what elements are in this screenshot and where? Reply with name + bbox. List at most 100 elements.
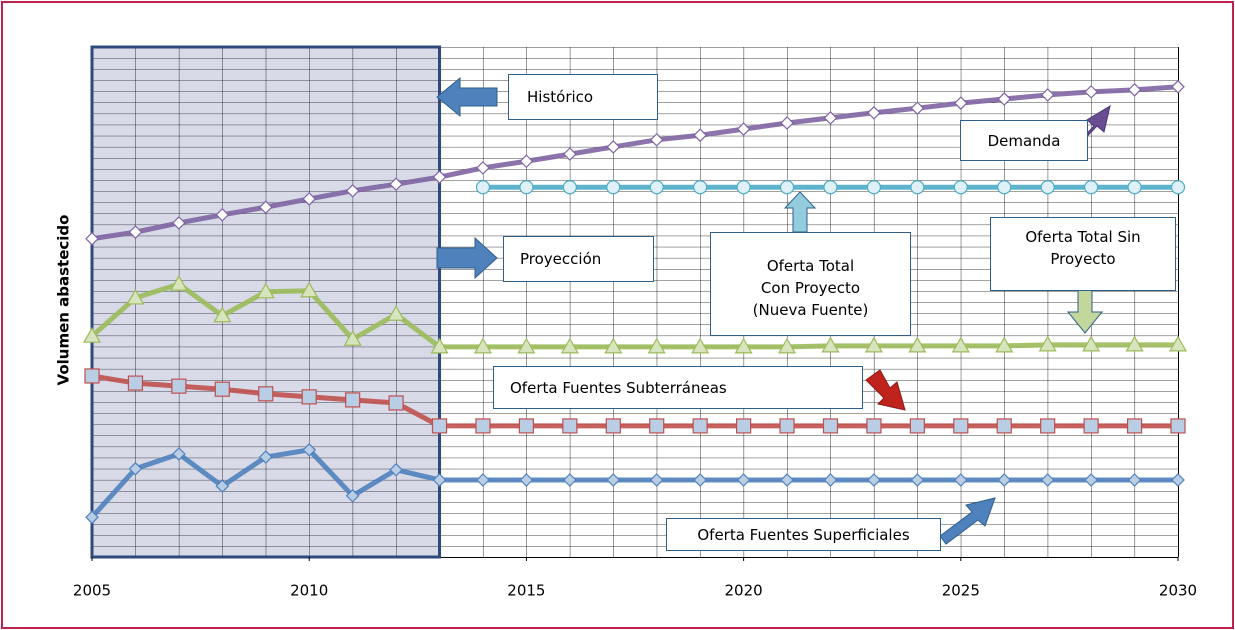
marker [1082,335,1101,352]
marker [431,418,448,434]
marker [866,180,882,195]
legend-label: Oferta Fuentes Superficiales [666,518,941,551]
marker [343,330,362,346]
annotation: Histórico [508,74,658,120]
marker [779,180,795,195]
marker [908,336,927,353]
marker [1040,473,1055,487]
marker [1083,418,1099,434]
marker [605,418,621,434]
marker [693,180,708,195]
marker [867,105,881,120]
marker [476,161,490,175]
marker [256,282,275,299]
marker [473,337,492,354]
marker [1040,418,1056,434]
marker [345,392,361,408]
marker [953,180,968,195]
marker [780,473,794,487]
marker [997,180,1012,195]
marker [430,337,449,354]
marker [1168,335,1188,352]
marker [389,177,403,192]
marker [476,473,490,487]
marker [910,180,925,195]
marker [692,418,708,434]
marker [823,473,838,487]
marker [127,375,144,391]
marker [606,180,621,195]
y-axis-label: Volumen abastecido [55,215,73,386]
series-line [90,281,1178,350]
marker [997,473,1012,487]
marker [734,337,753,354]
marker [1084,473,1098,487]
marker [606,140,621,154]
marker [345,488,360,503]
marker [867,473,881,487]
marker [735,418,752,434]
marker [519,473,534,487]
annotation: Proyección [503,236,654,282]
marker [997,92,1012,106]
marker [1084,85,1098,99]
marker [780,116,794,130]
marker [996,418,1012,434]
grid-edge [1178,47,1179,557]
marker [302,443,317,457]
marker [1040,180,1055,195]
marker [649,418,665,434]
marker [519,154,534,169]
marker [951,336,970,353]
marker [693,128,708,143]
marker [215,207,230,222]
marker [953,473,968,487]
marker [1171,79,1185,94]
marker [604,337,623,354]
historic-region [90,45,442,559]
legend-label: Oferta Total Sin Proyecto [990,217,1176,291]
marker [823,180,838,195]
marker [258,386,274,402]
marker [910,473,925,487]
marker [649,180,664,195]
marker [1127,180,1142,195]
grid-edge [92,557,1178,558]
marker [171,378,187,394]
marker [258,200,273,214]
marker [606,473,621,487]
marker [432,170,447,184]
marker [562,418,578,434]
marker [1170,418,1186,434]
marker [909,418,925,434]
marker [736,180,751,195]
x-tick-label: 2030 [1159,582,1197,600]
marker [519,180,534,195]
marker [258,450,273,464]
marker [736,473,751,487]
marker [693,473,708,487]
marker [779,418,795,434]
marker [432,473,447,487]
marker [1127,473,1142,487]
x-tick-label: 2025 [942,582,980,600]
marker [562,180,577,195]
marker [778,337,797,354]
marker [172,216,186,230]
marker [736,122,751,136]
marker [518,418,535,434]
marker [822,418,839,434]
marker [128,461,143,476]
marker [953,96,968,110]
marker [82,326,102,343]
x-tick-label: 2015 [507,582,545,600]
marker [649,473,664,487]
legend-label: Oferta Fuentes Subterráneas [493,366,863,409]
marker [995,336,1014,353]
marker [388,395,404,411]
marker [475,180,491,195]
marker [647,337,666,354]
